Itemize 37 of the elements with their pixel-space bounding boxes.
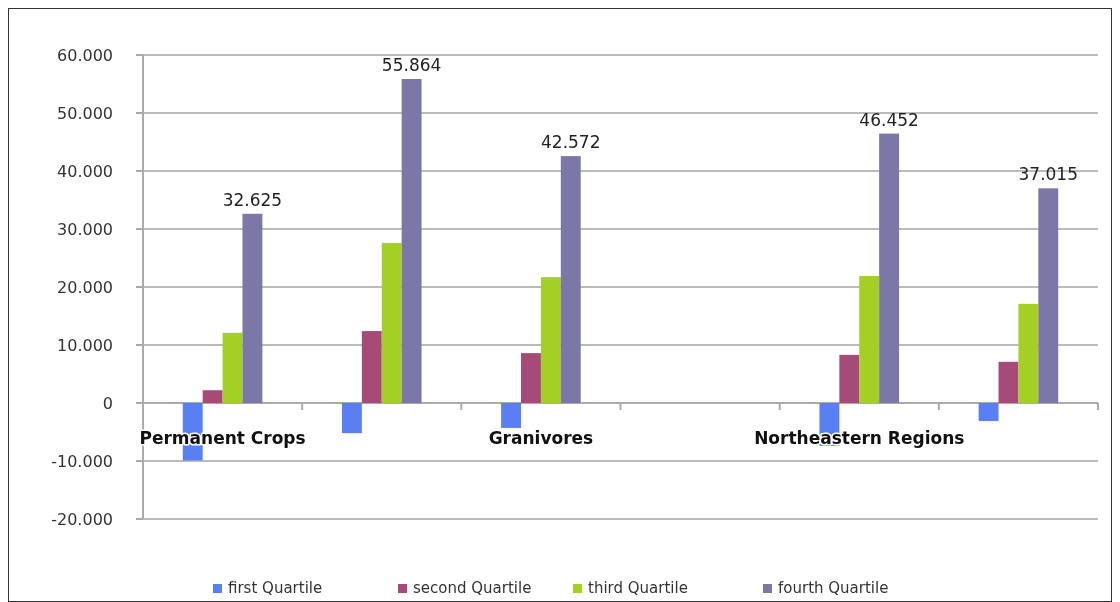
bar — [839, 354, 860, 403]
data-label: 42.572 — [541, 132, 601, 153]
bar — [998, 361, 1019, 403]
bar — [242, 213, 263, 403]
legend-label: fourth Quartile — [778, 579, 889, 597]
bar — [521, 353, 541, 403]
legend-label: third Quartile — [588, 579, 688, 597]
bar — [501, 403, 522, 428]
bar — [341, 403, 362, 434]
legend-label: second Quartile — [413, 579, 532, 597]
y-tick-label: -10.000 — [51, 452, 113, 471]
bar — [560, 156, 581, 403]
bar — [859, 275, 880, 403]
bar — [222, 332, 243, 403]
y-tick-label: 30.000 — [57, 220, 113, 239]
data-label: 37.015 — [1018, 164, 1078, 185]
y-tick-label: 0 — [102, 394, 113, 413]
bar — [361, 331, 382, 403]
bar — [978, 403, 999, 421]
data-label: 55.864 — [381, 54, 442, 75]
bar — [202, 390, 223, 403]
y-tick-label: -20.000 — [51, 510, 113, 529]
data-label: 32.625 — [222, 189, 283, 210]
y-tick-label: 50.000 — [57, 104, 113, 123]
bar — [879, 133, 900, 403]
bar — [540, 277, 561, 403]
bar — [401, 78, 422, 403]
bar — [1018, 303, 1039, 403]
legend-label: first Quartile — [228, 579, 323, 597]
y-tick-label: 40.000 — [57, 162, 113, 181]
bar — [381, 242, 402, 403]
y-tick-label: 10.000 — [57, 336, 113, 355]
x-tick-label: Granivores — [488, 428, 594, 448]
y-tick-label: 60.000 — [57, 46, 113, 65]
data-label: 46.452 — [859, 109, 919, 130]
y-tick-label: 20.000 — [57, 278, 113, 297]
bar — [1038, 188, 1059, 403]
